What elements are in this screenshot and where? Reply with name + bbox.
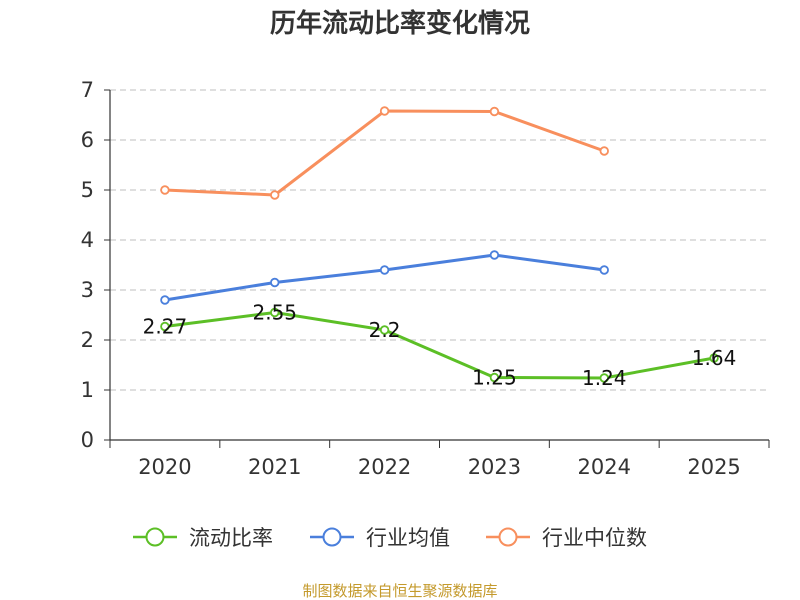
data-point: [270, 307, 280, 318]
x-tick-label: 2022: [358, 455, 411, 479]
series-lines: [164, 109, 715, 380]
x-tick-label: 2024: [578, 455, 631, 479]
data-point: [379, 106, 390, 116]
y-tick-label: 0: [81, 428, 94, 452]
data-point: [489, 250, 500, 260]
data-point: [160, 321, 170, 332]
x-tick-label: 2020: [138, 455, 191, 479]
data-label: 1.64: [692, 346, 737, 370]
source-note: 制图数据来自恒生聚源数据库: [302, 582, 497, 600]
data-labels: 2.27 2.55 2.2 1.25 1.24 1.64: [143, 301, 737, 391]
series-points: [160, 106, 719, 383]
data-point: [489, 106, 500, 117]
x-axis: 2020 2021 2022 2023 2024 2025: [109, 439, 770, 479]
data-point: [489, 372, 500, 383]
data-point: [160, 185, 170, 195]
y-tick-label: 4: [81, 228, 94, 252]
legend-item[interactable]: 行业中位数: [486, 526, 647, 550]
y-tick-label: 3: [81, 278, 94, 302]
legend-item[interactable]: 流动比率: [133, 526, 273, 550]
data-label: 1.25: [472, 366, 517, 390]
x-tick-label: 2023: [468, 455, 521, 479]
y-tick-label: 1: [81, 378, 94, 402]
legend-marker: [145, 527, 165, 547]
data-label: 2.55: [252, 301, 297, 325]
y-tick-label: 6: [81, 128, 94, 152]
data-point: [160, 295, 170, 305]
legend-item[interactable]: 行业均值: [310, 526, 450, 550]
data-point: [599, 373, 609, 383]
data-point: [270, 277, 280, 288]
x-tick-label: 2021: [248, 455, 301, 479]
data-point: [709, 353, 719, 363]
y-axis: 0 1 2 3 4 5 6 7: [81, 78, 111, 452]
series-line: [164, 253, 605, 302]
data-point: [599, 146, 609, 156]
chart-title: 历年流动比率变化情况: [270, 8, 530, 39]
y-tick-label: 7: [81, 78, 94, 102]
series-line: [164, 311, 715, 380]
x-tick-label: 2025: [687, 455, 740, 479]
data-label: 1.24: [582, 366, 627, 390]
legend-label: 行业中位数: [542, 526, 647, 550]
series-line: [164, 109, 605, 197]
legend-marker: [322, 527, 342, 547]
y-tick-label: 2: [81, 328, 94, 352]
data-point: [379, 325, 390, 335]
y-tick-label: 5: [81, 178, 94, 202]
data-point: [270, 190, 280, 200]
legend-label: 行业均值: [366, 526, 450, 550]
legend-marker: [498, 527, 518, 547]
data-label: 2.2: [369, 318, 401, 342]
legend-label: 流动比率: [189, 526, 273, 550]
data-label: 2.27: [143, 315, 188, 339]
data-point: [379, 265, 390, 275]
grid-lines: [110, 89, 769, 391]
data-point: [599, 265, 609, 275]
legend[interactable]: 流动比率 行业均值 行业中位数: [133, 526, 647, 550]
